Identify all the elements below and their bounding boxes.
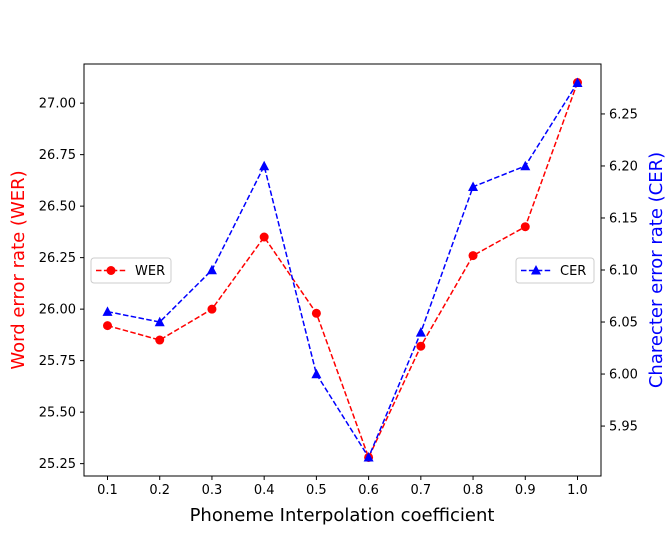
y-axis-left: 25.25 25.50 25.75 26.00 26.25 26.50 26.75 27.00 [39,97,84,472]
x-tick-label: 0.2 [149,483,170,498]
x-tick-label: 0.6 [358,483,379,498]
legend-wer-label: WER [135,264,165,279]
y-axis-right-title: Charecter error rate (CER) [646,152,667,388]
y-left-tick-label: 25.25 [39,457,76,472]
y-right-tick-label: 6.20 [609,159,638,174]
y-left-tick-label: 25.75 [39,354,76,369]
legend-cer-label: CER [560,264,586,279]
x-tick-label: 0.9 [515,483,536,498]
y-left-tick-label: 26.25 [39,251,76,266]
series-wer-point [520,222,530,232]
legend-wer: WER [90,257,172,284]
y-right-tick-label: 6.25 [609,107,638,122]
series-cer-line [107,82,579,459]
y-right-tick-label: 5.95 [609,420,638,435]
series-cer-point [363,452,374,462]
x-tick-label: 0.5 [306,483,327,498]
x-tick-label: 0.8 [463,483,484,498]
x-tick-label: 1.0 [567,483,588,498]
series-wer-point [468,251,478,261]
y-right-tick-label: 6.00 [609,368,638,383]
series-cer-point [259,160,270,171]
series-cer-point [572,77,583,87]
series-layer [102,77,583,462]
series-wer-point [207,304,217,314]
series-wer-point [259,232,269,242]
series-cer-point [311,368,322,379]
x-tick-label: 0.4 [254,483,275,498]
series-wer-point [155,335,165,345]
y-right-tick-label: 6.15 [609,211,638,226]
legend-wer-marker [106,266,116,275]
x-tick-label: 0.1 [97,483,118,498]
series-cer-point [520,160,531,171]
x-axis-title: Phoneme Interpolation coefficient [190,505,495,526]
series-cer [102,77,583,462]
y-left-tick-label: 26.50 [39,200,76,215]
series-cer-point [102,306,113,316]
x-tick-label: 0.7 [410,483,431,498]
series-cer-point [468,181,479,192]
y-axis-left-title: Word error rate (WER) [8,170,29,369]
series-wer-point [103,321,112,331]
y-left-tick-label: 25.50 [39,406,76,421]
y-axis-right: 5.95 6.00 6.05 6.10 6.15 6.20 6.25 [601,107,638,435]
x-axis: 0.1 0.2 0.3 0.4 0.5 0.6 0.7 0.8 0.9 1.0 [97,476,588,498]
y-right-tick-label: 6.10 [609,264,638,279]
y-right-tick-label: 6.05 [609,316,638,331]
series-wer-line [107,82,579,460]
legend-cer-marker [531,265,541,275]
legend-cer: CER [515,257,595,284]
y-left-tick-label: 26.00 [39,303,76,318]
series-wer-point [416,341,426,351]
series-cer-point [415,327,426,337]
y-left-tick-label: 27.00 [39,97,76,112]
series-cer-point [206,264,217,275]
series-wer-point [311,308,321,318]
legend-wer-box [90,257,172,284]
x-tick-label: 0.3 [202,483,223,498]
series-cer-point [154,316,165,327]
legend-cer-box [515,257,595,284]
y-left-tick-label: 26.75 [39,148,76,163]
